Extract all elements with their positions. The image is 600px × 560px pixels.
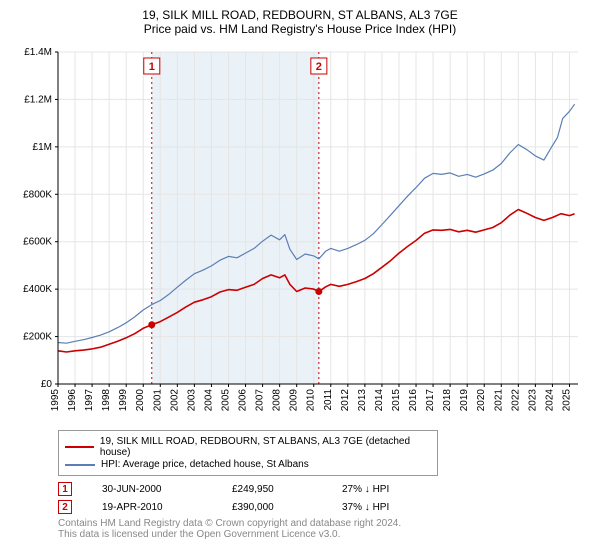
legend: 19, SILK MILL ROAD, REDBOURN, ST ALBANS,… [58,430,438,476]
svg-text:2018: 2018 [442,389,453,412]
legend-item-property: 19, SILK MILL ROAD, REDBOURN, ST ALBANS,… [65,436,431,458]
chart-title: 19, SILK MILL ROAD, REDBOURN, ST ALBANS,… [10,8,590,22]
svg-text:£200K: £200K [23,332,52,343]
svg-text:2009: 2009 [289,389,300,412]
svg-text:£800K: £800K [23,189,52,200]
svg-text:1998: 1998 [101,389,112,412]
svg-text:£1.2M: £1.2M [24,94,52,105]
marker-table: 1 30-JUN-2000 £249,950 27% ↓ HPI 2 19-AP… [58,482,590,514]
marker-date-2: 19-APR-2010 [102,502,202,513]
svg-text:2012: 2012 [340,389,351,412]
chart-container: 19, SILK MILL ROAD, REDBOURN, ST ALBANS,… [0,0,600,560]
svg-text:2005: 2005 [220,389,231,412]
marker-price-1: £249,950 [232,484,312,495]
svg-text:2017: 2017 [425,389,436,412]
chart-subtitle: Price paid vs. HM Land Registry's House … [10,22,590,36]
svg-text:2004: 2004 [203,389,214,412]
svg-text:2025: 2025 [561,389,572,412]
svg-text:2023: 2023 [527,389,538,412]
attribution: Contains HM Land Registry data © Crown c… [58,518,590,540]
svg-text:2007: 2007 [255,389,266,412]
svg-text:2015: 2015 [391,389,402,412]
svg-text:2021: 2021 [493,389,504,412]
svg-text:1999: 1999 [118,389,129,412]
svg-text:£400K: £400K [23,284,52,295]
svg-text:£0: £0 [41,379,53,390]
marker-row-1: 1 30-JUN-2000 £249,950 27% ↓ HPI [58,482,590,496]
marker-hpi-2: 37% ↓ HPI [342,502,389,513]
legend-label-hpi: HPI: Average price, detached house, St A… [101,459,309,470]
marker-price-2: £390,000 [232,502,312,513]
svg-text:2016: 2016 [408,389,419,412]
svg-text:2: 2 [316,61,322,73]
svg-text:2020: 2020 [476,389,487,412]
attribution-line1: Contains HM Land Registry data © Crown c… [58,518,590,529]
svg-text:2000: 2000 [135,389,146,412]
svg-text:2006: 2006 [238,389,249,412]
svg-text:2014: 2014 [374,389,385,412]
chart-area: 1 2 £0 £200K £400K £600K £800K £1M £1.2M £1.4M 199… [10,42,590,422]
svg-text:2002: 2002 [169,389,180,412]
svg-text:2010: 2010 [306,389,317,412]
marker-badge-2: 2 [58,500,72,514]
marker-hpi-1: 27% ↓ HPI [342,484,389,495]
legend-swatch-property [65,446,94,448]
svg-text:2024: 2024 [544,389,555,412]
svg-text:1996: 1996 [67,389,78,412]
legend-item-hpi: HPI: Average price, detached house, St A… [65,459,431,470]
svg-text:1995: 1995 [50,389,61,412]
svg-text:2003: 2003 [186,389,197,412]
legend-label-property: 19, SILK MILL ROAD, REDBOURN, ST ALBANS,… [100,436,431,458]
marker-badge-1: 1 [58,482,72,496]
svg-text:2011: 2011 [323,389,334,411]
svg-text:1997: 1997 [84,389,95,412]
svg-text:£600K: £600K [23,237,52,248]
marker-date-1: 30-JUN-2000 [102,484,202,495]
svg-text:2019: 2019 [459,389,470,412]
attribution-line2: This data is licensed under the Open Gov… [58,529,590,540]
svg-text:2001: 2001 [152,389,163,412]
svg-text:£1.4M: £1.4M [24,47,52,58]
svg-text:2008: 2008 [272,389,283,412]
svg-text:1: 1 [149,61,155,73]
svg-text:2013: 2013 [357,389,368,412]
svg-text:2022: 2022 [510,389,521,412]
svg-text:£1M: £1M [33,142,52,153]
legend-swatch-hpi [65,464,95,466]
marker-row-2: 2 19-APR-2010 £390,000 37% ↓ HPI [58,500,590,514]
chart-svg: 1 2 £0 £200K £400K £600K £800K £1M £1.2M £1.4M 199… [10,42,590,422]
